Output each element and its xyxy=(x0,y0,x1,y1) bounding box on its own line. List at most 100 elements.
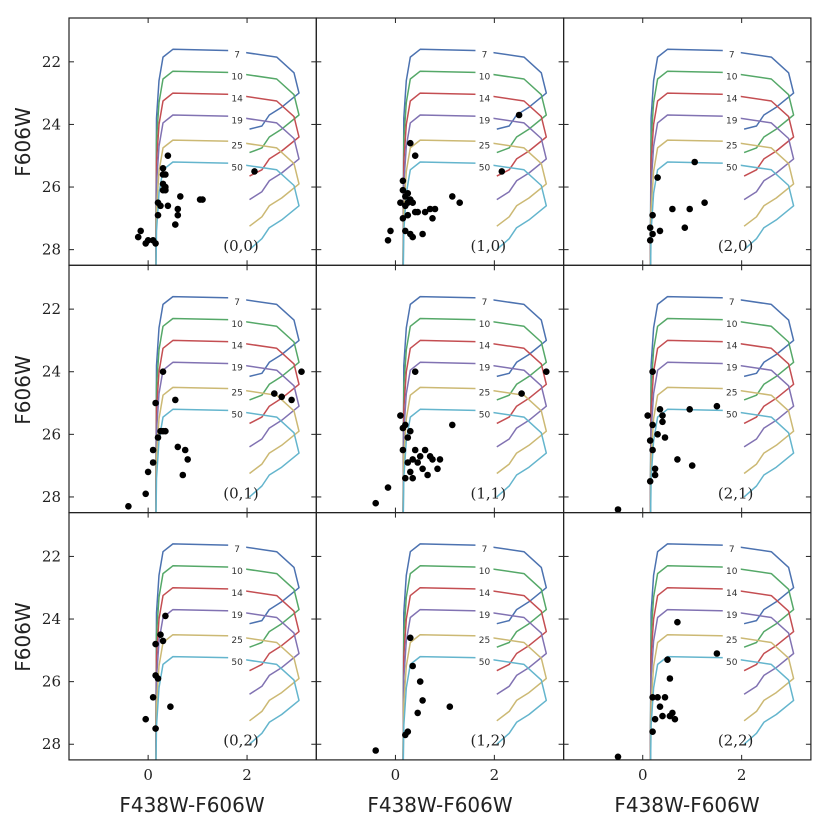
panel-02: 7 10 14 19 25 50 22 24 26 28 0 2 (0,2) xyxy=(42,511,317,784)
data-point xyxy=(429,215,436,222)
isochrone-age-label: 14 xyxy=(726,94,738,104)
data-point xyxy=(419,697,426,704)
data-point xyxy=(449,421,456,429)
x-tick-label: 0 xyxy=(143,766,153,784)
isochrone-19 xyxy=(402,361,548,513)
data-point xyxy=(456,199,464,206)
data-point xyxy=(656,406,664,413)
isochrone-age-label: 19 xyxy=(726,364,738,374)
panel-frame xyxy=(68,264,317,514)
isochrone-25 xyxy=(155,139,300,266)
panel-10: 7 10 14 19 25 50 (1,0) xyxy=(315,17,565,266)
isochrone-50 xyxy=(649,408,795,513)
age-label-bg xyxy=(722,386,741,398)
data-point xyxy=(288,396,295,404)
isochrone-group: 7 10 14 19 25 50 xyxy=(649,543,795,760)
age-label-bg xyxy=(228,295,247,307)
age-label-bg xyxy=(475,317,494,329)
isochrone-age-label: 10 xyxy=(231,567,243,577)
data-point xyxy=(142,715,149,723)
data-point xyxy=(646,224,654,231)
data-point xyxy=(659,418,666,426)
data-point xyxy=(691,158,698,166)
data-point xyxy=(411,152,419,159)
y-tick-label: 22 xyxy=(42,53,61,71)
data-point xyxy=(384,484,392,491)
isochrone-age-label: 50 xyxy=(479,658,491,668)
data-point xyxy=(409,662,417,670)
data-point xyxy=(162,612,169,620)
data-point xyxy=(686,406,693,413)
data-point xyxy=(649,421,656,429)
data-point xyxy=(271,390,278,397)
isochrone-age-label: 19 xyxy=(479,611,491,621)
isochrone-age-label: 7 xyxy=(729,545,735,555)
isochrone-age-label: 14 xyxy=(726,589,738,599)
isochrone-age-label: 19 xyxy=(726,116,738,126)
data-point xyxy=(688,462,696,469)
isochrone-age-label: 50 xyxy=(231,411,243,421)
y-tick-label: 22 xyxy=(42,547,61,565)
data-point xyxy=(713,650,721,657)
age-label-bg xyxy=(475,70,494,82)
data-point xyxy=(669,205,676,213)
panel-20: 7 10 14 19 25 50 (2,0) xyxy=(562,17,812,266)
isochrone-age-label: 25 xyxy=(726,141,737,151)
isochrone-age-label: 10 xyxy=(231,72,243,82)
x-tick-label: 2 xyxy=(737,766,747,784)
isochrone-14 xyxy=(155,339,300,513)
isochrone-age-label: 19 xyxy=(231,611,243,621)
data-point xyxy=(409,199,417,206)
data-point xyxy=(199,196,206,203)
isochrone-group: 7 10 14 19 25 50 xyxy=(155,543,300,760)
isochrone-age-label: 14 xyxy=(231,589,243,599)
data-point xyxy=(164,152,172,159)
isochrone-10 xyxy=(649,317,795,513)
age-label-bg xyxy=(722,48,741,60)
data-point xyxy=(651,471,659,479)
age-label-bg xyxy=(228,608,247,620)
data-point xyxy=(429,456,436,463)
data-point xyxy=(399,186,407,194)
data-point xyxy=(149,459,157,466)
data-point xyxy=(137,227,144,235)
age-label-bg xyxy=(475,114,494,126)
panel-22: 7 10 14 19 25 50 0 2 (2,2) xyxy=(562,511,812,784)
data-point xyxy=(174,443,182,451)
isochrone-age-label: 19 xyxy=(231,116,243,126)
age-label-bg xyxy=(228,655,247,667)
isochrone-7 xyxy=(649,48,795,266)
data-point xyxy=(664,656,671,663)
data-point xyxy=(298,368,305,376)
age-label-bg xyxy=(722,608,741,620)
data-point xyxy=(419,465,426,473)
isochrone-age-label: 50 xyxy=(726,411,738,421)
x-tick-label: 2 xyxy=(490,766,500,784)
age-label-bg xyxy=(722,295,741,307)
age-label-bg xyxy=(475,386,494,398)
age-label-bg xyxy=(722,586,741,598)
data-point xyxy=(436,456,444,463)
data-point xyxy=(419,230,426,238)
data-point xyxy=(661,434,669,441)
data-point xyxy=(134,233,142,241)
age-label-bg xyxy=(475,565,494,577)
isochrone-7 xyxy=(155,543,300,760)
panel-frame xyxy=(68,17,317,266)
data-point xyxy=(159,637,167,645)
isochrone-50 xyxy=(402,655,548,760)
isochrone-7 xyxy=(402,543,548,760)
isochrone-19 xyxy=(649,361,795,513)
age-label-bg xyxy=(722,655,741,667)
y-axis-label: F606W xyxy=(11,602,35,672)
data-point xyxy=(421,446,429,454)
isochrone-age-label: 14 xyxy=(479,342,491,352)
age-label-bg xyxy=(722,161,741,173)
panel-01: 7 10 14 19 25 50 22 24 26 28 (0,1) xyxy=(42,264,317,514)
data-point xyxy=(372,499,380,507)
panel-label: (0,2) xyxy=(223,732,259,750)
data-point xyxy=(649,446,656,454)
isochrone-age-label: 19 xyxy=(479,364,491,374)
isochrone-age-label: 25 xyxy=(231,141,242,151)
